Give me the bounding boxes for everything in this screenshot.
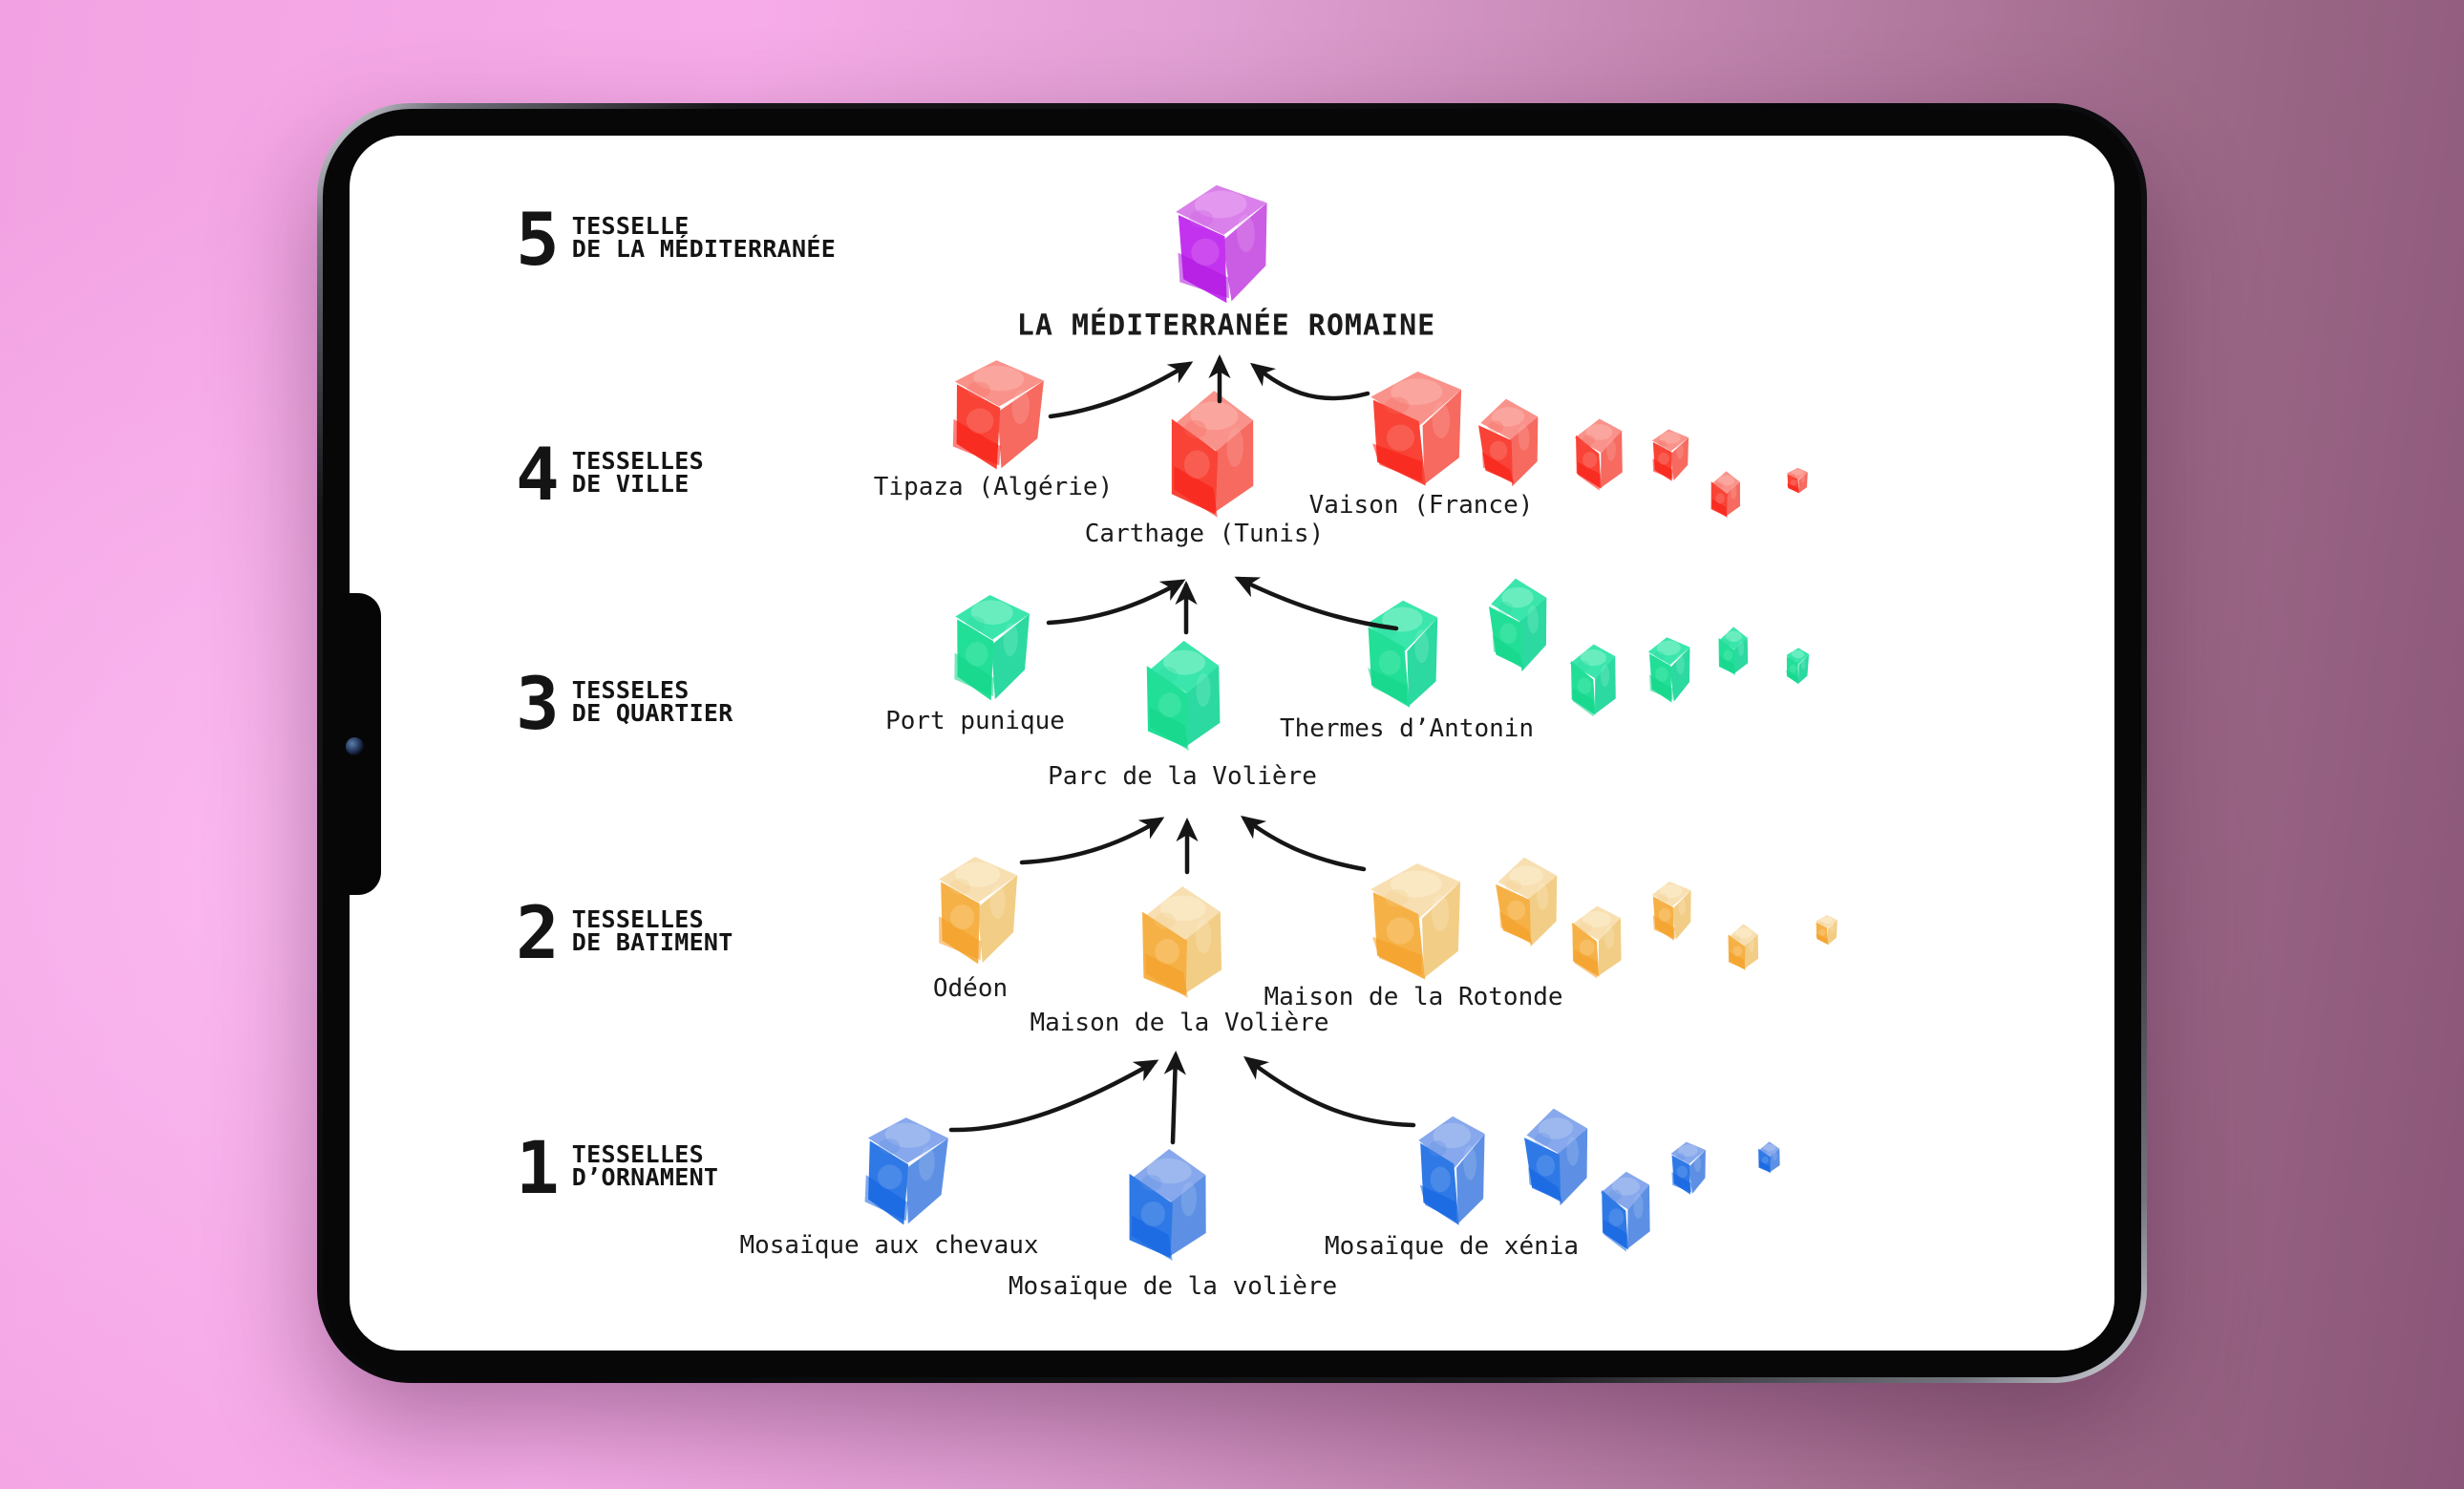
cube-mosaique-voliere — [1123, 1146, 1213, 1264]
section-title-line: TESSELLES — [571, 1140, 704, 1168]
arrow-to-maison-voliere-2 — [1163, 1050, 1186, 1145]
cube-ville-small-1 — [1476, 398, 1541, 488]
label-vaison: Vaison (France) — [1308, 491, 1534, 520]
cube-quartier-small-3 — [1646, 633, 1693, 704]
label-maison-voliere: Maison de la Volière — [1030, 1009, 1329, 1037]
section-title: TESSELLE DE LA MÉDITERRANÉE — [572, 212, 836, 260]
arrow-to-maison-voliere-3 — [1243, 1055, 1416, 1128]
cube-batiment-small-2 — [1568, 904, 1624, 980]
arrow-to-mediterranee-3 — [1249, 362, 1370, 401]
label-chevaux: Mosaïque aux chevaux — [739, 1231, 1039, 1260]
cube-rotonde — [1367, 859, 1467, 983]
level-5-section-label: 5 TESSELLE DE LA MÉDITERRANÉE — [516, 197, 836, 282]
cube-ville-small-3 — [1650, 427, 1691, 482]
cube-ville-small-4 — [1709, 470, 1743, 519]
cube-carthage — [1165, 388, 1262, 521]
section-title-line: DE VILLE — [571, 469, 690, 498]
section-title-line: TESSELLE — [571, 212, 690, 240]
cube-chevaux — [858, 1110, 953, 1228]
label-carthage: Carthage (Tunis) — [1084, 520, 1325, 548]
label-tipaza: Tipaza (Algérie) — [873, 473, 1114, 501]
cube-vaison — [1367, 367, 1468, 489]
label-port-punique: Port punique — [885, 707, 1065, 735]
level-1-section-label: 1 TESSELLES D’ORNAMENT — [516, 1125, 719, 1210]
level-3-section-label: 3 TESSELES DE QUARTIER — [516, 661, 733, 746]
cube-ornament-small-2 — [1598, 1170, 1652, 1253]
cube-xenia — [1415, 1112, 1490, 1227]
cube-ville-small-2 — [1572, 417, 1625, 492]
section-number: 2 — [516, 890, 560, 975]
level-2-section-label: 2 TESSELLES DE BATIMENT — [516, 890, 733, 975]
section-title: TESSELLES D’ORNAMENT — [572, 1140, 719, 1188]
arrow-to-maison-voliere-1 — [948, 1059, 1159, 1133]
label-xenia: Mosaïque de xénia — [1324, 1232, 1580, 1261]
cube-quartier-small-4 — [1717, 627, 1751, 677]
cube-ornament-small-4 — [1757, 1141, 1782, 1174]
cube-ville-small-5 — [1786, 467, 1809, 494]
label-parc-voliere: Parc de la Volière — [1048, 762, 1317, 791]
section-number: 4 — [516, 432, 560, 517]
cube-thermes — [1363, 596, 1443, 710]
cube-ornament-small-3 — [1668, 1138, 1709, 1195]
cube-quartier-small-5 — [1784, 647, 1810, 686]
section-title-line: TESSELLES — [571, 447, 704, 475]
level-4-section-label: 4 TESSELLES DE VILLE — [516, 432, 704, 517]
label-mosaique-voliere: Mosaïque de la volière — [1008, 1272, 1338, 1301]
cube-batiment-small-3 — [1649, 878, 1694, 942]
section-title-line: D’ORNAMENT — [571, 1162, 719, 1191]
section-title-line: DE BATIMENT — [571, 927, 733, 956]
section-title: TESSELLES DE VILLE — [572, 447, 704, 495]
cube-ornament-small-1 — [1521, 1108, 1592, 1207]
cube-quartier-small-2 — [1567, 643, 1618, 718]
tablet-screen — [350, 136, 2114, 1351]
arrow-to-parc-voliere-3 — [1240, 815, 1367, 872]
section-number: 5 — [516, 197, 560, 282]
cube-maison-voliere — [1137, 884, 1227, 1001]
section-number: 3 — [516, 661, 560, 746]
arrow-to-carthage-1 — [1046, 579, 1186, 626]
cube-batiment-small-1 — [1493, 857, 1561, 948]
arrow-to-parc-voliere-1 — [1019, 817, 1165, 865]
front-camera-icon — [346, 737, 364, 755]
section-title-line: DE QUARTIER — [571, 698, 733, 727]
cube-odeon — [933, 851, 1021, 966]
cube-batiment-small-4 — [1727, 924, 1761, 972]
section-title-line: TESSELLES — [571, 905, 704, 933]
section-title-line: DE LA MÉDITERRANÉE — [571, 234, 837, 263]
cube-tipaza — [945, 352, 1049, 472]
cube-mediterranee — [1170, 178, 1274, 306]
section-title: TESSELES DE QUARTIER — [572, 676, 733, 724]
cube-parc-voliere — [1142, 639, 1225, 753]
cube-batiment-small-5 — [1815, 914, 1838, 946]
label-odeon: Odéon — [932, 974, 1009, 1003]
label-rotonde: Maison de la Rotonde — [1264, 983, 1563, 1011]
section-number: 1 — [516, 1125, 560, 1210]
label-la-mediterranee-romaine: LA MÉDITERRANÉE ROMAINE — [1016, 308, 1436, 343]
cube-port-punique — [948, 589, 1033, 703]
section-title: TESSELLES DE BATIMENT — [572, 905, 733, 953]
section-title-line: TESSELES — [571, 676, 690, 704]
cube-quartier-small-1 — [1486, 578, 1550, 673]
label-thermes: Thermes d’Antonin — [1279, 714, 1535, 743]
